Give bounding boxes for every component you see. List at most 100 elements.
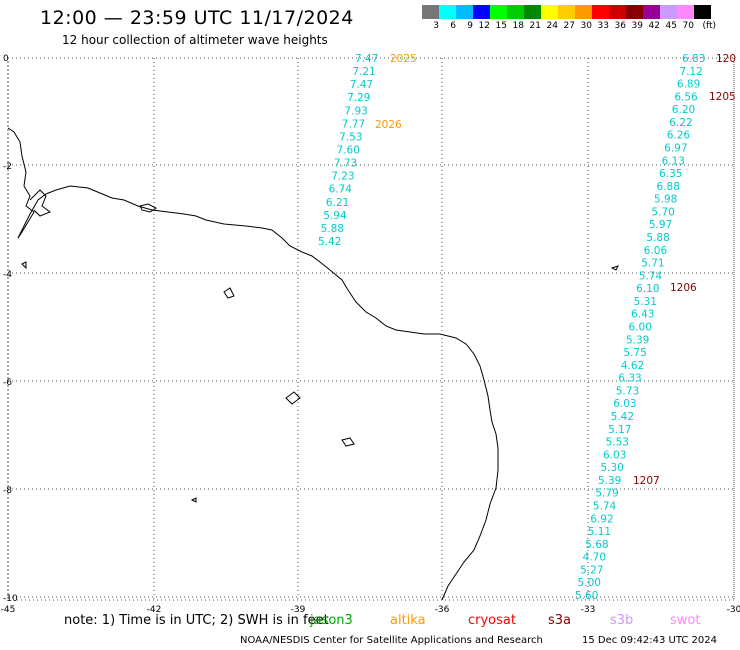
color-scale-cell [558, 5, 575, 19]
color-scale-cell [677, 5, 694, 19]
wave-height-reading: 6.97 [664, 143, 687, 155]
wave-height-reading: 5.97 [649, 219, 672, 231]
x-axis-label: -36 [435, 605, 450, 615]
map-title: 12:00 — 23:59 UTC 11/17/2024 [40, 7, 354, 29]
pass-time-label: 1205 [709, 91, 736, 103]
color-scale-bar [422, 5, 711, 19]
lat-lon-grid: -45 -42 -39 -36 -33 -30 0 -2 -4 -6 -8 -10 [1, 54, 740, 615]
y-axis-label: -10 [3, 594, 18, 604]
wave-height-reading: 5.88 [321, 223, 344, 235]
wave-height-reading: 7.23 [331, 171, 354, 183]
wave-height-reading: 6.56 [674, 91, 698, 103]
wave-height-reading: 7.53 [339, 131, 362, 143]
wave-height-reading: 6.35 [659, 168, 682, 180]
y-axis-label: -8 [3, 486, 12, 496]
satellite-legend-item: jason3 [310, 613, 353, 628]
generated-timestamp: 15 Dec 09:42:43 UTC 2024 [582, 635, 717, 646]
satellite-legend-item: s3b [610, 613, 634, 628]
wave-height-reading: 7.60 [337, 145, 360, 157]
wave-height-reading: 7.29 [347, 92, 370, 104]
wave-height-reading: 6.10 [636, 283, 659, 295]
island-2 [223, 287, 235, 299]
wave-height-reading: 5.39 [626, 334, 649, 346]
wave-height-reading: 4.70 [583, 552, 606, 564]
pass-time-label: 1207 [633, 475, 660, 487]
color-scale-label: 42 [648, 21, 660, 31]
x-axis-label: -39 [291, 605, 306, 615]
island-3 [285, 391, 301, 405]
wave-height-reading: 5.71 [641, 258, 664, 270]
color-scale-label: 15 [495, 21, 507, 31]
wave-height-reading: 5.53 [606, 437, 629, 449]
wave-height-reading: 5.75 [623, 347, 646, 359]
satellite-legend-item: cryosat [468, 613, 516, 628]
color-scale-cell [609, 5, 626, 19]
color-scale-cell [422, 5, 439, 19]
color-scale-cell [541, 5, 558, 19]
wave-height-reading: 5.94 [323, 210, 347, 222]
satellite-legend-item: altika [390, 613, 426, 628]
wave-height-reading: 7.12 [679, 66, 702, 78]
wave-height-reading: 5.98 [654, 194, 677, 206]
wave-height-reading: 5.27 [580, 564, 603, 576]
color-scale-label: 21 [529, 21, 541, 31]
pass-time-label: 2025 [390, 53, 417, 65]
color-scale-label: 24 [546, 21, 558, 31]
satellite-legend-item: swot [670, 613, 701, 628]
color-scale-cell [524, 5, 541, 19]
credit-text: NOAA/NESDIS Center for Satellite Applica… [240, 635, 543, 646]
map-frame [7, 57, 735, 601]
color-scale-label: 18 [512, 21, 524, 31]
wave-height-reading: 4.62 [621, 360, 644, 372]
color-scale-cell [643, 5, 660, 19]
wave-height-reading: 6.20 [672, 104, 695, 116]
wave-height-reading: 7.73 [334, 158, 357, 170]
wave-height-reading: 6.03 [613, 398, 636, 410]
pass-time-label: 1206 [670, 282, 697, 294]
y-axis-label: -2 [3, 162, 12, 172]
color-scale-label: 33 [597, 21, 609, 31]
wave-height-reading: 6.92 [590, 513, 613, 525]
color-scale-label: 45 [665, 21, 677, 31]
wave-height-reading: 5.88 [646, 232, 669, 244]
color-scale-label: 9 [467, 21, 473, 31]
wave-height-reading: 5.79 [595, 488, 618, 500]
coastline-path [17, 185, 499, 601]
wave-height-reading: 6.03 [603, 449, 626, 461]
color-scale-cell [660, 5, 677, 19]
color-scale-cell [490, 5, 507, 19]
island-4 [341, 437, 355, 447]
wave-height-reading: 6.06 [644, 245, 668, 257]
satellite-legend-item: s3a [548, 613, 572, 628]
wave-height-reading: 6.26 [667, 130, 691, 142]
y-axis-label: -6 [3, 378, 12, 388]
wave-height-reading: 7.21 [352, 66, 375, 78]
wave-height-reading: 5.68 [585, 539, 608, 551]
island-7 [190, 497, 197, 503]
color-scale-label: 36 [614, 21, 626, 31]
color-scale-cell [694, 5, 711, 19]
wave-height-reading: 5.39 [598, 475, 621, 487]
x-axis-label: -30 [727, 605, 740, 615]
color-scale-labels: 3 6 9 12 15 18 21 24 27 30 33 36 39 42 45 70 (ft) [422, 21, 716, 31]
wave-height-reading: 6.21 [326, 197, 349, 209]
wave-height-reading: 5.42 [611, 411, 634, 423]
color-scale-label: 6 [450, 21, 456, 31]
color-scale-cell [626, 5, 643, 19]
color-scale-label: 27 [563, 21, 575, 31]
color-scale-unit: (ft) [702, 21, 716, 31]
wave-height-reading: 6.33 [618, 373, 641, 385]
color-scale-label: 30 [580, 21, 592, 31]
wave-height-reading: 5.11 [588, 526, 611, 538]
wave-height-reading: 5.70 [651, 206, 674, 218]
map-subtitle: 12 hour collection of altimeter wave hei… [62, 33, 328, 47]
color-scale-label: 70 [682, 21, 694, 31]
color-scale-label: 39 [631, 21, 643, 31]
island-6 [610, 265, 619, 271]
color-scale-label: 12 [478, 21, 490, 31]
wave-height-reading: 6.22 [669, 117, 692, 129]
wave-height-reading: 5.31 [634, 296, 657, 308]
island-1 [139, 203, 157, 213]
wave-height-reading: 6.00 [629, 322, 652, 334]
